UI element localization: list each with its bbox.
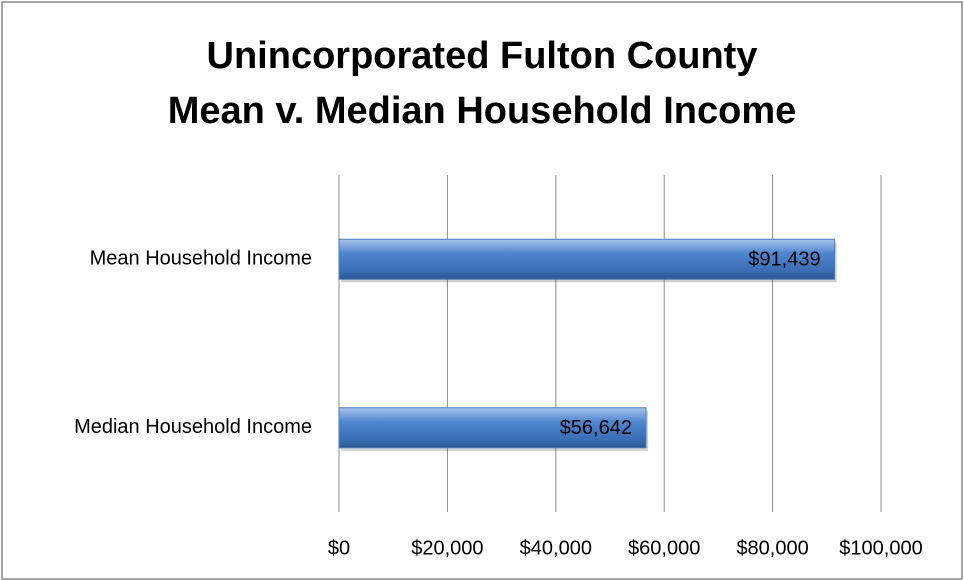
y-tick-label: Mean Household Income xyxy=(90,248,312,270)
x-tick-label: $0 xyxy=(328,537,350,559)
chart-title: Mean v. Median Household Income xyxy=(168,90,797,132)
bar xyxy=(338,238,836,280)
y-tick-label: Median Household Income xyxy=(74,416,312,438)
data-label: $91,439 xyxy=(748,249,820,271)
x-tick-label: $100,000 xyxy=(839,537,922,559)
x-tick-label: $80,000 xyxy=(736,537,808,559)
x-tick-label: $60,000 xyxy=(628,537,700,559)
bar xyxy=(338,407,647,449)
x-tick-label: $20,000 xyxy=(411,537,483,559)
data-label: $56,642 xyxy=(560,417,632,439)
x-tick-label: $40,000 xyxy=(520,537,592,559)
chart-title: Unincorporated Fulton County xyxy=(207,35,758,77)
